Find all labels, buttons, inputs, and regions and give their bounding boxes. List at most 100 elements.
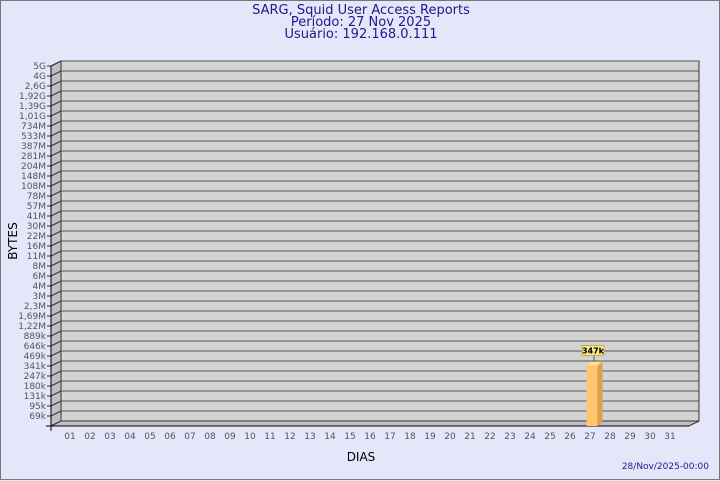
x-tick-label: 16 [364,432,376,442]
y-tick-label: 4G [33,72,46,82]
y-tick-label: 341k [24,362,47,372]
y-tick-label: 57M [27,202,46,212]
y-tick-label: 1,01G [19,112,46,122]
x-tick-label: 01 [64,432,75,442]
x-tick-label: 10 [244,432,256,442]
y-tick-label: 533M [21,132,46,142]
y-tick-label: 247k [24,372,47,382]
y-tick-label: 131k [24,392,47,402]
x-tick-label: 05 [144,432,155,442]
grid-diagonal [50,250,62,257]
grid-diagonal [50,360,62,367]
grid-diagonal [50,160,62,167]
y-tick-label: 281M [21,152,46,162]
grid-diagonal [50,100,62,107]
grid-diagonal [50,220,62,227]
grid-diagonal [50,310,62,317]
x-tick-label: 06 [164,432,176,442]
grid-diagonal [50,280,62,287]
y-tick-label: 204M [21,162,46,172]
y-tick-label: 148M [21,172,46,182]
y-tick-label: 30M [27,222,46,232]
x-tick-label: 12 [284,432,295,442]
grid-diagonal [50,140,62,147]
x-tick-label: 03 [104,432,115,442]
grid-diagonal [50,120,62,127]
bar-side [597,361,603,426]
grid-diagonal [50,330,62,337]
bar-top [586,361,603,366]
grid-diagonal [50,110,62,117]
chart-title: SARG, Squid User Access Reports [252,3,470,18]
grid-diagonal [50,300,62,307]
grid-diagonal [50,130,62,137]
y-axis-label: BYTES [6,222,20,259]
y-tick-label: 69k [29,412,46,422]
y-tick-label: 3M [33,292,47,302]
y-tick-label: 108M [21,182,46,192]
x-tick-label: 19 [424,432,436,442]
grid-diagonal [50,200,62,207]
x-tick-label: 02 [84,432,95,442]
x-tick-label: 13 [304,432,315,442]
data-label-box [581,344,605,356]
grid-diagonal [50,410,62,417]
x-tick-label: 22 [484,432,495,442]
grid-diagonal [50,70,62,77]
x-tick-label: 09 [224,432,236,442]
grid-diagonal [50,80,62,87]
grid-diagonal [50,60,62,67]
grid-diagonal [50,190,62,197]
y-tick-label: 1,69M [18,312,46,322]
y-tick-label: 889k [24,332,47,342]
x-tick-label: 28 [604,432,616,442]
grid-diagonal [50,230,62,237]
data-label: 347k [582,346,605,355]
y-tick-label: 1,22M [18,322,46,332]
y-tick-label: 646k [24,342,47,352]
y-tick-label: 387M [21,142,46,152]
x-tick-label: 27 [584,432,595,442]
x-tick-label: 26 [564,432,576,442]
x-tick-label: 15 [344,432,355,442]
y-tick-label: 180k [24,382,47,392]
x-tick-label: 04 [124,432,136,442]
y-tick-label: 5G [33,62,46,72]
bar [586,365,598,426]
grid-diagonal [50,380,62,387]
y-tick-label: 1,92G [19,92,46,102]
y-tick-label: 734M [21,122,46,132]
y-tick-label: 16M [27,242,46,252]
y-tick-label: 469k [24,352,47,362]
x-tick-label: 31 [664,432,675,442]
y-tick-label: 95k [29,402,46,412]
x-tick-label: 18 [404,432,416,442]
x-tick-label: 25 [544,432,555,442]
x-tick-label: 07 [184,432,195,442]
x-tick-label: 08 [204,432,216,442]
x-tick-label: 29 [624,432,636,442]
y-tick-label: 1,39G [19,102,46,112]
y-tick-label: 22M [27,232,46,242]
chart-period: Período: 27 Nov 2025 [290,15,432,30]
x-tick-label: 20 [444,432,456,442]
grid-diagonal [50,370,62,377]
grid-diagonal [50,390,62,397]
grid-diagonal [50,400,62,407]
y-tick-label: 41M [27,212,46,222]
grid-diagonal [50,350,62,357]
chart-user: Usuário: 192.168.0.111 [284,27,438,42]
grid-diagonal [50,150,62,157]
x-axis-label: DIAS [347,450,376,464]
x-tick-label: 24 [524,432,536,442]
grid-diagonal [50,210,62,217]
grid-diagonal [50,320,62,327]
x-tick-label: 11 [264,432,275,442]
x-tick-label: 17 [384,432,395,442]
y-tick-label: 11M [27,252,46,262]
y-tick-label: 4M [33,282,47,292]
generated-timestamp: 28/Nov/2025-00:00 [621,462,709,472]
y-tick-label: 2,3M [24,302,46,312]
